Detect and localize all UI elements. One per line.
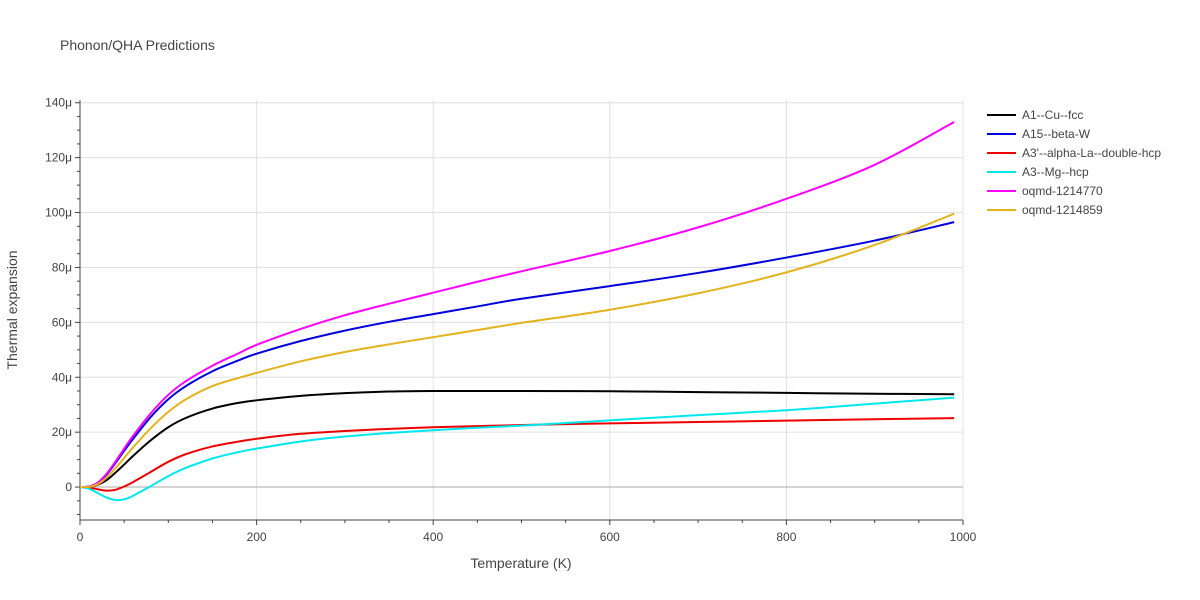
- x-tick-label: 200: [247, 530, 267, 544]
- axes: 0 200 400 600 800 1000 0 20μ 40μ 60μ 80μ 100μ 120μ 14…: [45, 96, 977, 544]
- legend-label: A3--Mg--hcp: [1022, 165, 1089, 179]
- y-tick-label: 120μ: [45, 151, 72, 165]
- legend-item[interactable]: oqmd-1214770: [987, 184, 1103, 198]
- series-lines: [79, 121, 955, 502]
- y-axis-title: Thermal expansion: [4, 250, 20, 369]
- y-tick-label: 0: [65, 480, 72, 494]
- x-tick-label: 400: [423, 530, 443, 544]
- legend-label: oqmd-1214770: [1022, 184, 1103, 198]
- y-tick-label: 80μ: [52, 260, 72, 274]
- series-line-a3-alpha-la-double-hcp: [79, 417, 955, 492]
- x-axis-title: Temperature (K): [470, 555, 571, 571]
- legend[interactable]: A1--Cu--fcc A15--beta-W A3'--alpha-La--dou…: [987, 108, 1161, 217]
- series-line-a3-mg-hcp: [79, 396, 955, 502]
- x-tick-label: 1000: [950, 530, 977, 544]
- legend-item[interactable]: A3--Mg--hcp: [987, 165, 1089, 179]
- legend-label: A3'--alpha-La--double-hcp: [1022, 146, 1161, 160]
- series-line-oqmd-1214859: [79, 212, 955, 489]
- legend-item[interactable]: oqmd-1214859: [987, 203, 1103, 217]
- legend-item[interactable]: A1--Cu--fcc: [987, 108, 1083, 122]
- legend-label: A15--beta-W: [1022, 127, 1091, 141]
- legend-label: A1--Cu--fcc: [1022, 108, 1083, 122]
- chart-title: Phonon/QHA Predictions: [60, 37, 215, 53]
- grid-lines: [80, 100, 964, 520]
- y-tick-label: 60μ: [52, 315, 72, 329]
- x-tick-label: 800: [776, 530, 796, 544]
- y-tick-label: 40μ: [52, 370, 72, 384]
- legend-item[interactable]: A3'--alpha-La--double-hcp: [987, 146, 1161, 160]
- x-tick-label: 600: [600, 530, 620, 544]
- y-tick-label: 140μ: [45, 96, 72, 110]
- y-tick-label: 100μ: [45, 206, 72, 220]
- y-tick-label: 20μ: [52, 425, 72, 439]
- series-line-oqmd-1214770: [79, 121, 955, 489]
- legend-label: oqmd-1214859: [1022, 203, 1103, 217]
- x-tick-label: 0: [77, 530, 84, 544]
- legend-item[interactable]: A15--beta-W: [987, 127, 1091, 141]
- series-line-a1-cu-fcc: [79, 389, 955, 489]
